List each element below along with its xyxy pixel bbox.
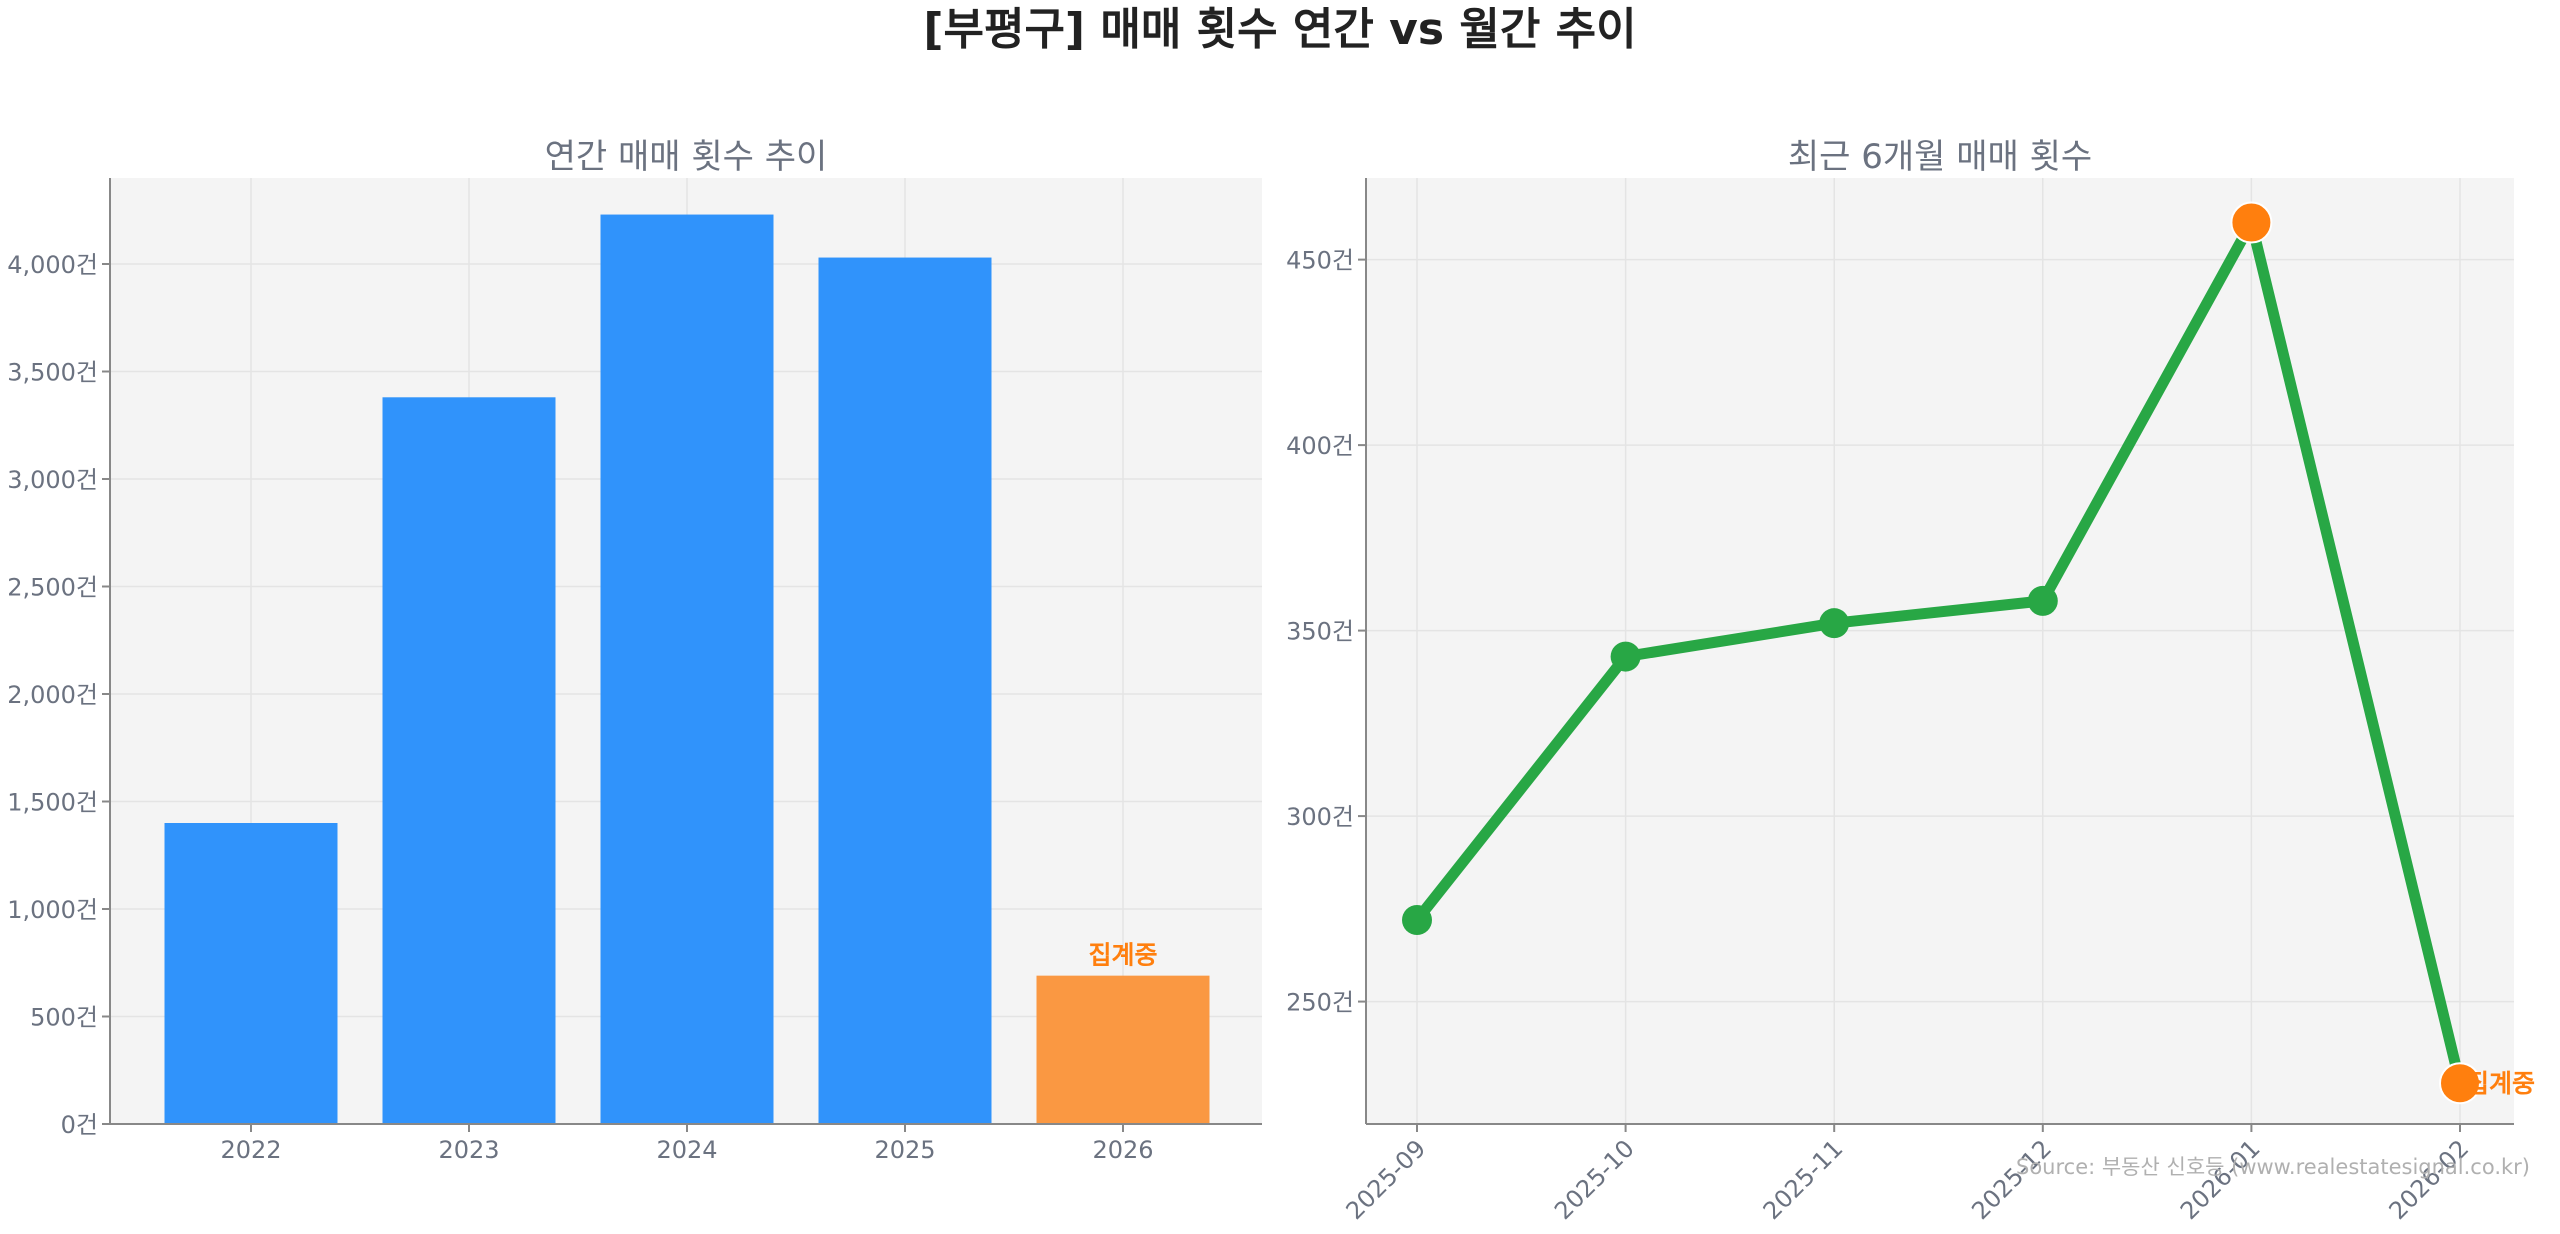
data-point-2025-12 bbox=[2027, 585, 2058, 616]
right-x-tick-label: 2025-11 bbox=[1758, 1134, 1849, 1225]
data-point-2025-11 bbox=[1819, 608, 1850, 639]
right-points bbox=[1402, 201, 2481, 1105]
bar-2024 bbox=[600, 214, 774, 1125]
series-line bbox=[1411, 217, 2466, 1089]
left-y-tick-label: 3,500건 bbox=[7, 359, 98, 387]
bar-2022 bbox=[164, 823, 338, 1124]
source-credit: Source: 부동산 신호등 (www.realestatesignal.co… bbox=[2016, 1155, 2530, 1179]
right-x-tick-label: 2025-12 bbox=[1966, 1134, 2057, 1225]
left-bars bbox=[164, 214, 1210, 1125]
data-point-2025-09 bbox=[1402, 904, 1432, 935]
left-chart-title: 연간 매매 횟수 추이 bbox=[545, 137, 828, 177]
left-annotation-label: 집계중 bbox=[1088, 941, 1157, 970]
right-x-tick-label: 2025-10 bbox=[1549, 1134, 1640, 1225]
right-x-tick-label: 2026-01 bbox=[2175, 1134, 2266, 1225]
right-x-tick-label: 2025-09 bbox=[1341, 1134, 1432, 1225]
left-y-tick-label: 3,000건 bbox=[7, 466, 98, 494]
left-y-tick-label: 2,000건 bbox=[7, 681, 98, 709]
left-x-tick-label: 2022 bbox=[220, 1136, 281, 1164]
left-x-tick-label: 2026 bbox=[1092, 1136, 1153, 1164]
monthly-trade-line-chart: 최근 6개월 매매 횟수 250건 300건 350건 400건 450건 2025-0… bbox=[1286, 137, 2535, 1225]
left-x-tick-label: 2023 bbox=[438, 1136, 499, 1164]
right-gridlines bbox=[1366, 178, 2514, 1124]
annual-trade-bar-chart: 연간 매매 횟수 추이 0건 500건 1,000건 1,500건 2,000건 2,50… bbox=[7, 137, 1262, 1164]
left-y-tick-label: 500건 bbox=[30, 1004, 98, 1032]
left-y-tick-label: 4,000건 bbox=[7, 251, 98, 279]
left-x-axis: 2022 2023 2024 2025 2026 bbox=[110, 1123, 1262, 1164]
left-y-tick-label: 1,000건 bbox=[7, 896, 98, 924]
chart-main-title: [부평구] 매매 횟수 연간 vs 월간 추이 bbox=[923, 4, 1636, 55]
right-annotation-label: 집계중 bbox=[2466, 1069, 2535, 1098]
right-y-tick-label: 250건 bbox=[1286, 989, 1354, 1017]
right-x-tick-label: 2026-02 bbox=[2384, 1134, 2475, 1225]
left-y-axis: 0건 500건 1,000건 1,500건 2,000건 2,500건 3,000건 3,50… bbox=[7, 178, 111, 1139]
bar-2026 bbox=[1036, 975, 1210, 1124]
left-x-tick-label: 2024 bbox=[656, 1136, 717, 1164]
right-y-tick-label: 300건 bbox=[1286, 803, 1354, 831]
bar-2023 bbox=[382, 397, 556, 1124]
left-y-tick-label: 1,500건 bbox=[7, 789, 98, 817]
data-point-2025-10 bbox=[1610, 641, 1641, 672]
right-y-tick-label: 350건 bbox=[1286, 618, 1354, 646]
data-point-2026-01 bbox=[2230, 201, 2273, 244]
right-y-tick-label: 400건 bbox=[1286, 432, 1354, 460]
left-x-tick-label: 2025 bbox=[874, 1136, 935, 1164]
left-y-tick-label: 2,500건 bbox=[7, 574, 98, 602]
right-line-series bbox=[1411, 217, 2466, 1089]
data-point-2026-02 bbox=[2439, 1062, 2481, 1105]
right-y-tick-label: 450건 bbox=[1286, 247, 1354, 275]
right-y-axis: 250건 300건 350건 400건 450건 bbox=[1286, 178, 1367, 1124]
left-y-tick-label: 0건 bbox=[61, 1111, 98, 1139]
right-plot-background bbox=[1366, 178, 2514, 1124]
bar-2025 bbox=[818, 257, 992, 1124]
right-chart-title: 최근 6개월 매매 횟수 bbox=[1788, 137, 2092, 177]
